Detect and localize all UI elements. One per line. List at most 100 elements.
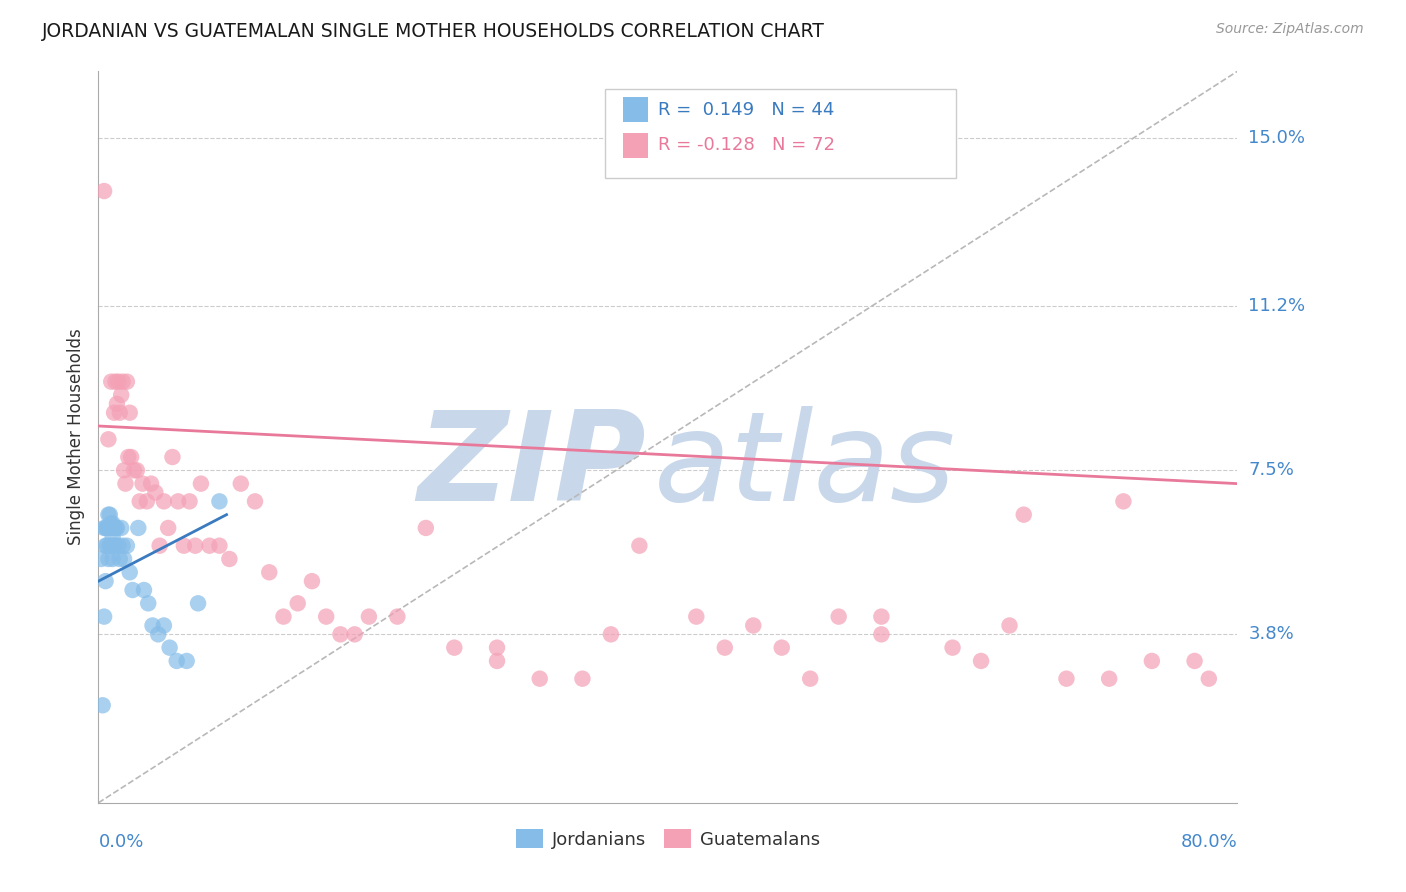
Point: [107, 539, 129, 553]
Point: [117, 450, 139, 464]
Point: [1012, 508, 1035, 522]
Point: [176, 654, 198, 668]
Point: [121, 582, 143, 597]
Text: 11.2%: 11.2%: [1249, 297, 1306, 315]
Point: [218, 552, 240, 566]
Point: [998, 618, 1021, 632]
Point: [103, 521, 125, 535]
Point: [101, 552, 124, 566]
Point: [870, 627, 893, 641]
Point: [208, 494, 231, 508]
Point: [108, 406, 131, 420]
Point: [828, 609, 851, 624]
Point: [1056, 672, 1078, 686]
Point: [157, 521, 180, 535]
Point: [970, 654, 993, 668]
Point: [91, 698, 114, 713]
Point: [714, 640, 737, 655]
Text: 0.0%: 0.0%: [98, 833, 143, 851]
Point: [103, 539, 125, 553]
Point: [443, 640, 465, 655]
Point: [94, 521, 117, 535]
Text: 3.8%: 3.8%: [1249, 625, 1294, 643]
Point: [132, 582, 155, 597]
Point: [329, 627, 352, 641]
Point: [94, 539, 117, 553]
Point: [93, 609, 115, 624]
Point: [125, 463, 148, 477]
Point: [770, 640, 793, 655]
Point: [1140, 654, 1163, 668]
Point: [486, 640, 509, 655]
Point: [628, 539, 651, 553]
Point: [149, 539, 172, 553]
Point: [357, 609, 380, 624]
Point: [198, 539, 221, 553]
Point: [139, 476, 162, 491]
Point: [301, 574, 323, 589]
Point: [97, 552, 120, 566]
Point: [166, 654, 188, 668]
Point: [273, 609, 295, 624]
Point: [111, 375, 134, 389]
Point: [870, 609, 893, 624]
Point: [136, 596, 159, 610]
Point: [685, 609, 707, 624]
Point: [110, 388, 132, 402]
Point: [104, 375, 127, 389]
Point: [243, 494, 266, 508]
Text: atlas: atlas: [654, 406, 956, 527]
Point: [122, 463, 145, 477]
Text: R = -0.128   N = 72: R = -0.128 N = 72: [658, 136, 835, 154]
Point: [141, 618, 163, 632]
Point: [135, 494, 157, 508]
Point: [97, 432, 120, 446]
Text: ZIP: ZIP: [416, 406, 645, 527]
Point: [179, 494, 201, 508]
Point: [148, 627, 170, 641]
Point: [942, 640, 965, 655]
Point: [167, 494, 190, 508]
Point: [112, 552, 135, 566]
Point: [93, 521, 115, 535]
Point: [118, 566, 141, 580]
Point: [159, 640, 181, 655]
Point: [1198, 672, 1220, 686]
Point: [115, 539, 138, 553]
Point: [571, 672, 593, 686]
Point: [105, 521, 128, 535]
Point: [101, 516, 124, 531]
Point: [90, 552, 112, 566]
Point: [103, 406, 125, 420]
Point: [128, 494, 150, 508]
Point: [98, 508, 121, 522]
Point: [98, 521, 121, 535]
Text: Source: ZipAtlas.com: Source: ZipAtlas.com: [1216, 22, 1364, 37]
Point: [1098, 672, 1121, 686]
Point: [104, 521, 127, 535]
Point: [100, 516, 122, 531]
Point: [145, 485, 167, 500]
Point: [115, 375, 138, 389]
Text: 15.0%: 15.0%: [1249, 128, 1305, 147]
Point: [100, 375, 122, 389]
Point: [118, 406, 141, 420]
Point: [287, 596, 309, 610]
Text: 80.0%: 80.0%: [1181, 833, 1237, 851]
Point: [98, 539, 121, 553]
Point: [415, 521, 437, 535]
Text: R =  0.149   N = 44: R = 0.149 N = 44: [658, 101, 834, 119]
Point: [104, 539, 127, 553]
Point: [153, 494, 176, 508]
Point: [486, 654, 509, 668]
Point: [110, 521, 132, 535]
Point: [94, 574, 117, 589]
Point: [742, 618, 765, 632]
Point: [105, 397, 128, 411]
Point: [387, 609, 409, 624]
Point: [127, 521, 149, 535]
Point: [153, 618, 176, 632]
Point: [259, 566, 281, 580]
Point: [162, 450, 184, 464]
Point: [173, 539, 195, 553]
